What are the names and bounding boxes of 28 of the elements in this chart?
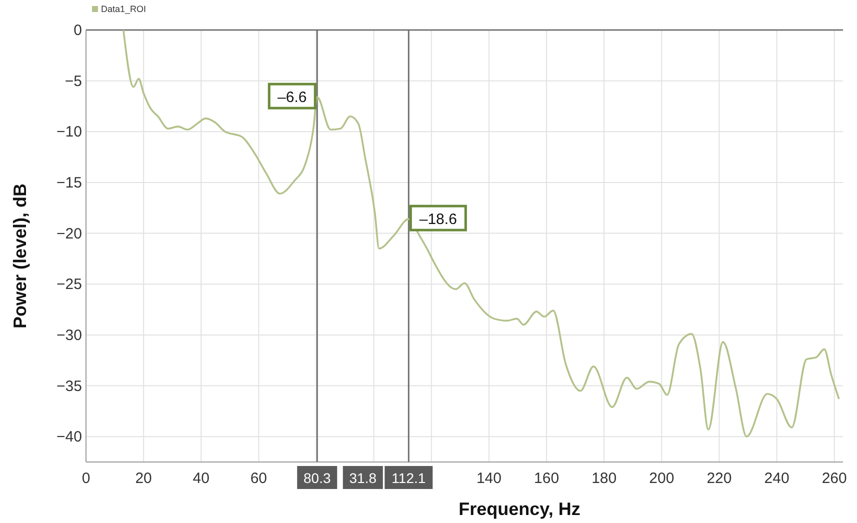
x-tick-label: 40 [192, 470, 210, 487]
line-series [122, 29, 840, 438]
text: 31.8 [349, 470, 377, 486]
y-axis-title: Power (level), dB [10, 183, 30, 329]
annotation: –6.6 [278, 89, 307, 106]
y-tick-label: −35 [56, 378, 82, 395]
annotation: –18.6 [419, 211, 457, 228]
legend-label: Data1_ROI [101, 4, 146, 14]
x-tick-label: 200 [649, 470, 674, 487]
y-tick-label: −20 [56, 225, 82, 242]
x-tick-label: 140 [476, 470, 502, 487]
y-tick-label: −15 [56, 174, 82, 192]
ref-line-label: 112.1 [392, 470, 426, 486]
x-tick-label: 220 [706, 470, 732, 487]
x-tick-label: 60 [250, 470, 268, 487]
x-tick-label: 260 [822, 470, 847, 487]
x-tick-label: 240 [764, 470, 790, 487]
y-tick-label: −10 [56, 124, 82, 141]
x-tick-label: 180 [592, 470, 617, 487]
x-tick-label: 160 [534, 470, 560, 487]
y-tick-label: 0 [74, 22, 82, 39]
y-tick-label: −40 [56, 428, 82, 446]
y-tick-label: −25 [56, 276, 82, 294]
x-tick-label: 20 [135, 470, 152, 487]
x-axis-title: Frequency, Hz [458, 499, 580, 519]
ref-line-label: 80.3 [304, 470, 331, 486]
y-tick-label: −5 [64, 72, 82, 90]
y-tick-label: −30 [56, 326, 82, 344]
